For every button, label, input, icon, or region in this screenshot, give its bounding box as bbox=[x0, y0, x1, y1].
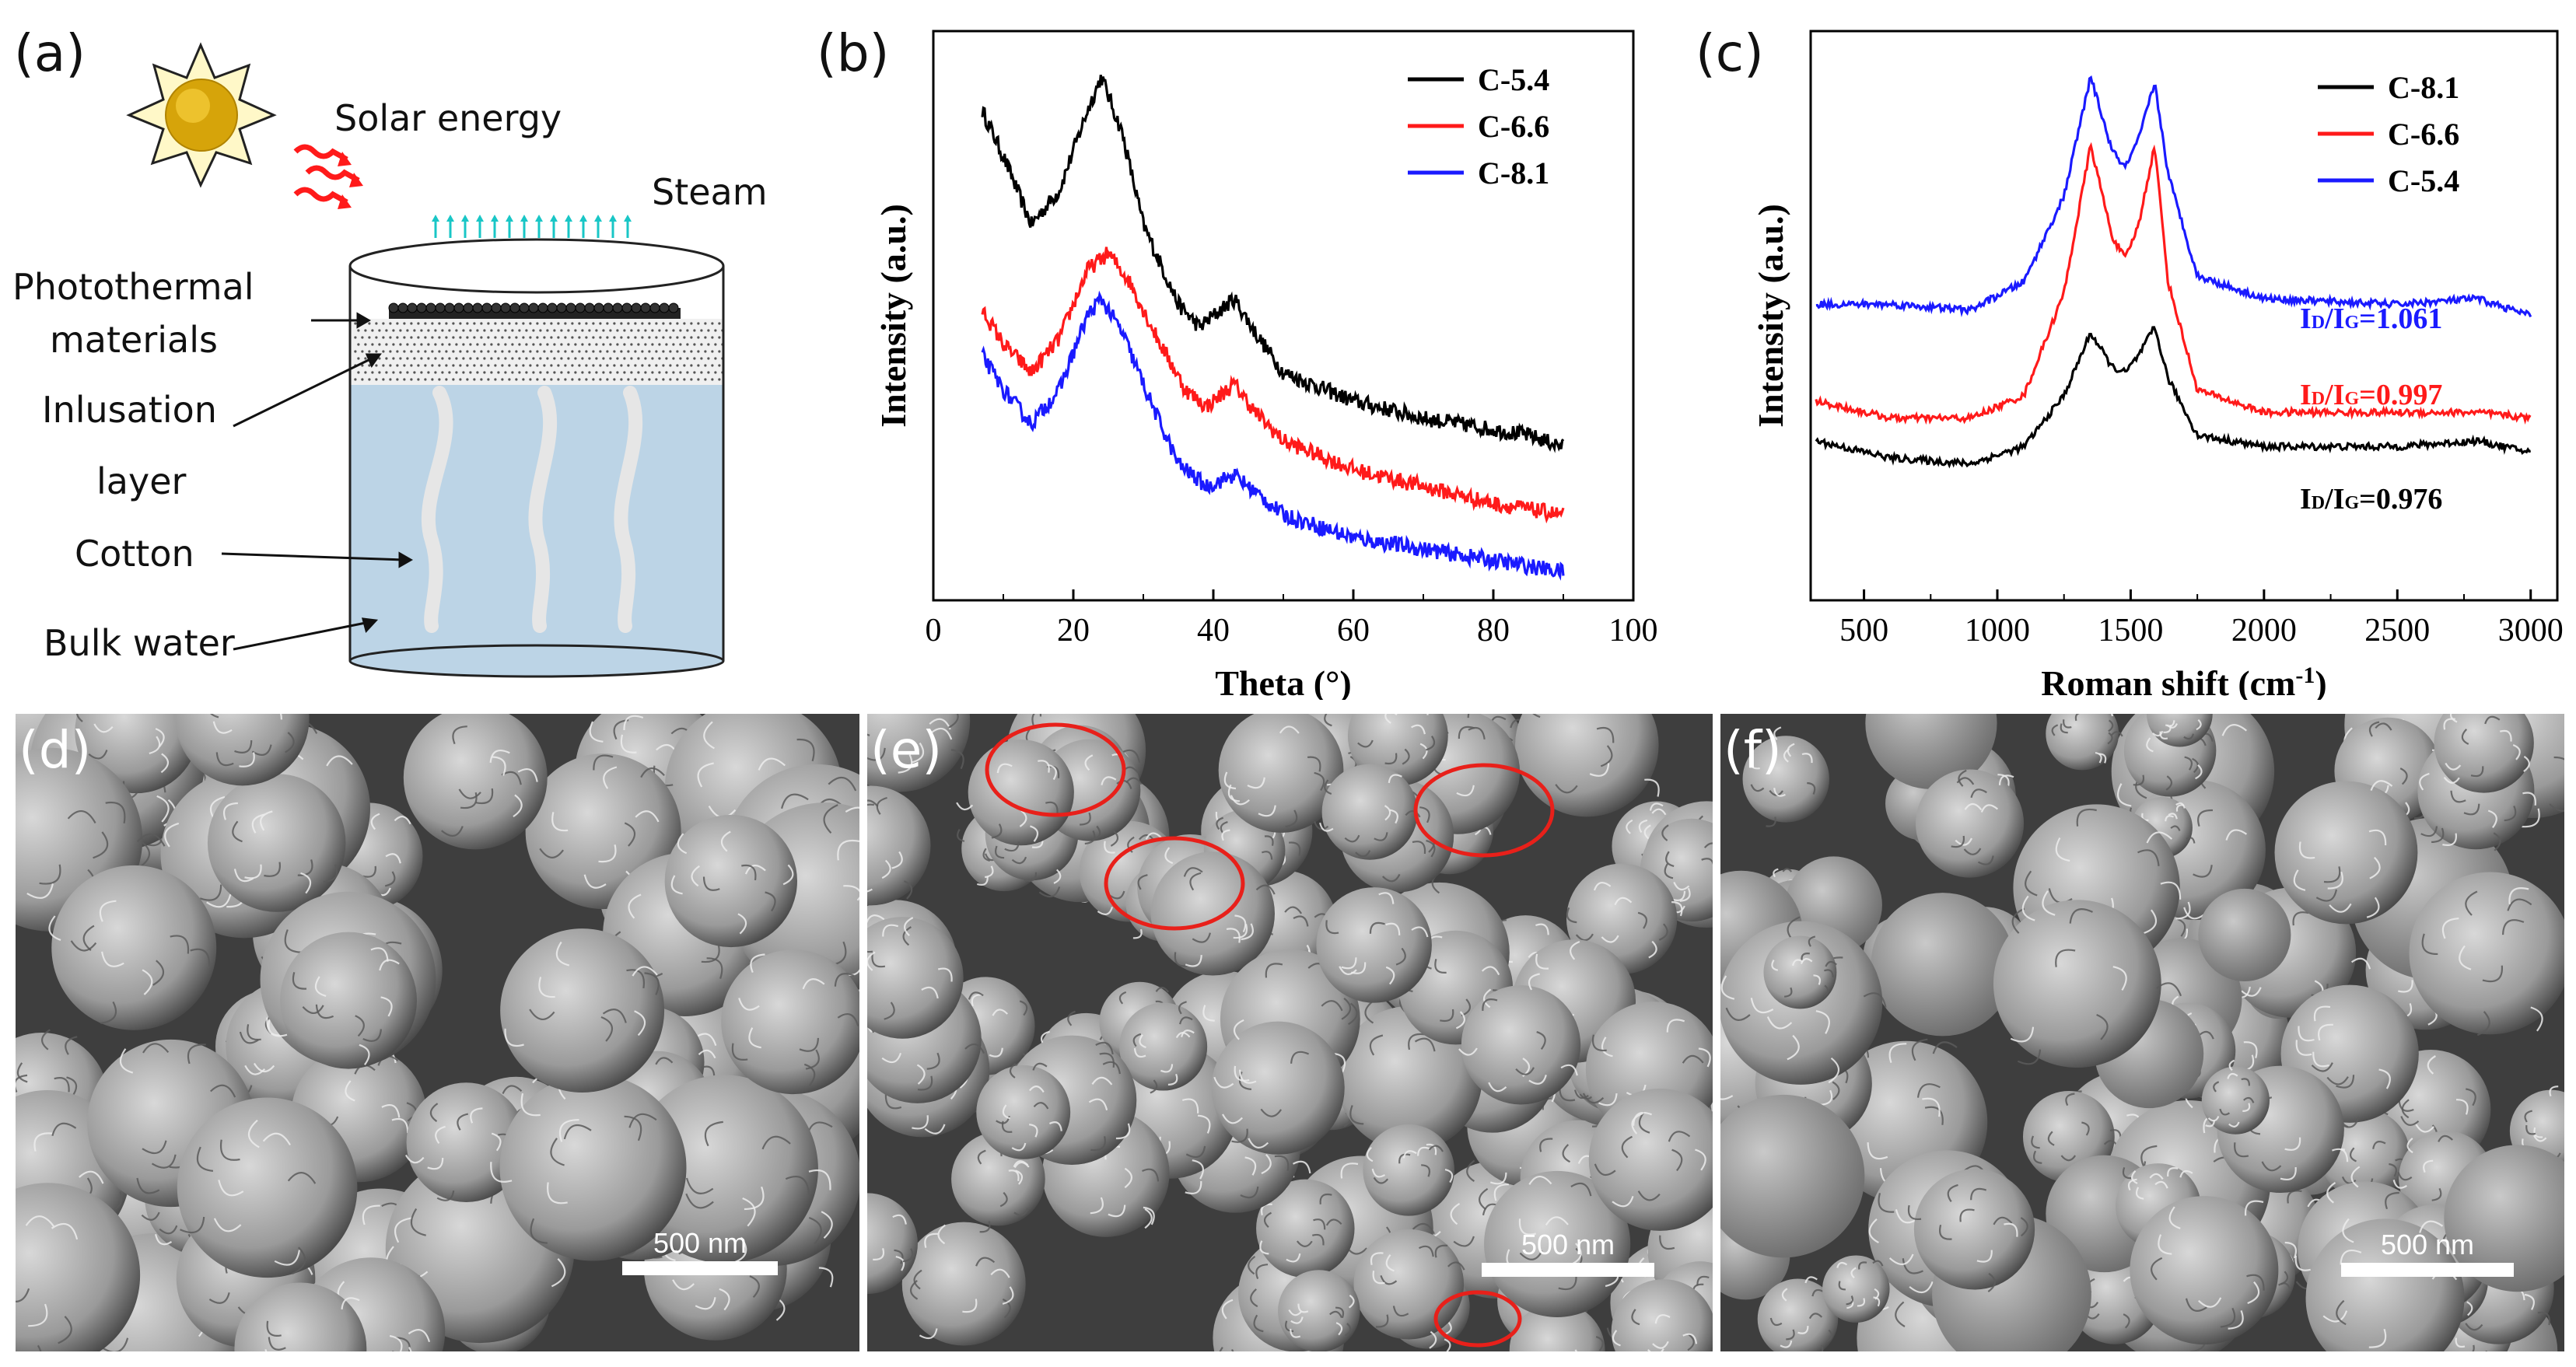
legend-label: C-5.4 bbox=[2388, 163, 2459, 198]
x-tick-label: 3000 bbox=[2498, 613, 2564, 649]
legend-label: C-5.4 bbox=[1478, 62, 1549, 97]
x-axis-label: Theta (°) bbox=[1215, 663, 1352, 700]
ratio-sub-g: G bbox=[2345, 493, 2360, 513]
legend-label: C-6.6 bbox=[2388, 117, 2459, 152]
panel-label-f: (f) bbox=[1724, 720, 1782, 780]
panel-label-c: (c) bbox=[1696, 23, 1764, 83]
id-ig-ratio-label: ID/IG=1.061 bbox=[2300, 302, 2442, 335]
highlight-ellipse bbox=[1104, 836, 1245, 931]
legend-label: C-8.1 bbox=[1478, 156, 1549, 191]
highlight-ellipse bbox=[985, 722, 1126, 817]
y-axis-label: Intensity (a.u.) bbox=[1751, 204, 1790, 428]
panel-label-b: (b) bbox=[817, 23, 890, 83]
sem-particles bbox=[867, 714, 1713, 1351]
scale-bar-e: 500 nm bbox=[1482, 1229, 1654, 1277]
highlight-ellipse bbox=[1433, 1290, 1522, 1348]
solar-ray-arrows-icon bbox=[293, 144, 363, 209]
x-tick-label: 40 bbox=[1197, 613, 1230, 649]
sem-particles bbox=[1720, 714, 2564, 1351]
raman-chart: 500 1000 1500 2000 2500 3000 Roman shift (cm-1… bbox=[1751, 30, 2564, 701]
x-tick-label: 80 bbox=[1477, 613, 1510, 649]
scale-bar-f: 500 nm bbox=[2341, 1229, 2514, 1277]
x-tick-label: 20 bbox=[1057, 613, 1090, 649]
bulk-water-label: Bulk water bbox=[44, 622, 235, 664]
series-line-c-5.4 bbox=[981, 75, 1565, 453]
sem-image-f: (f) 500 nm bbox=[1720, 714, 2564, 1351]
ratio-sub-g: G bbox=[2345, 389, 2360, 409]
x-tick-label: 500 bbox=[1839, 613, 1888, 649]
x-tick-label: 100 bbox=[1609, 613, 1658, 649]
sem-image-d: (d) 500 nm bbox=[16, 714, 859, 1351]
x-axis-label-end: ) bbox=[2315, 663, 2326, 700]
x-axis-label: Roman shift (cm-1) bbox=[2041, 663, 2326, 701]
id-ig-ratio-label: ID/IG=0.997 bbox=[2300, 379, 2442, 411]
y-axis-label: Intensity (a.u.) bbox=[873, 204, 913, 428]
x-tick-label: 60 bbox=[1337, 613, 1370, 649]
photothermal-layer bbox=[388, 302, 681, 319]
ratio-sub-g: G bbox=[2345, 313, 2360, 333]
series-line-c-6.6 bbox=[981, 246, 1565, 524]
evaporator-diagram bbox=[126, 42, 725, 678]
x-tick-label: 2500 bbox=[2364, 613, 2430, 649]
solar-energy-label: Solar energy bbox=[334, 97, 562, 139]
panel-label-e: (e) bbox=[870, 720, 943, 780]
highlight-ellipse bbox=[1413, 763, 1555, 858]
ratio-sub-d: D bbox=[2312, 493, 2325, 513]
insulation-label-2: layer bbox=[96, 460, 187, 502]
scale-bar-label: 500 nm bbox=[1521, 1229, 1615, 1260]
legend-label: C-6.6 bbox=[1478, 109, 1549, 144]
cotton-wicks bbox=[421, 386, 643, 633]
scale-bar-label: 500 nm bbox=[2380, 1229, 2475, 1260]
steam-label: Steam bbox=[652, 171, 768, 213]
sem-particles bbox=[16, 714, 859, 1351]
series-line-c-8.1 bbox=[1815, 326, 2531, 469]
xrd-chart: 0 20 40 60 80 100 Theta (°) Intensity (a.u.) C-5… bbox=[873, 30, 1658, 700]
insulation-label-1: Inlusation bbox=[42, 389, 217, 431]
pointer-arrows bbox=[221, 312, 414, 651]
id-ig-ratio-label: ID/IG=0.976 bbox=[2300, 483, 2442, 516]
ratio-sub-d: D bbox=[2312, 389, 2325, 409]
x-tick-label: 1000 bbox=[1965, 613, 2030, 649]
legend-label: C-8.1 bbox=[2388, 70, 2459, 105]
sem-image-e: (e) 500 nm bbox=[867, 714, 1713, 1351]
cotton-label: Cotton bbox=[75, 533, 194, 575]
ratio-sub-d: D bbox=[2312, 313, 2325, 333]
panel-label-a: (a) bbox=[14, 23, 86, 83]
x-tick-label: 1500 bbox=[2098, 613, 2163, 649]
plot-frame bbox=[1809, 30, 2559, 602]
scale-bar-d: 500 nm bbox=[622, 1227, 778, 1275]
series-line-c-8.1 bbox=[981, 290, 1565, 581]
panel-label-d: (d) bbox=[19, 720, 92, 780]
series-line-c-5.4 bbox=[1815, 75, 2532, 318]
x-tick-label: 2000 bbox=[2231, 613, 2297, 649]
photothermal-label-2: materials bbox=[50, 319, 218, 361]
x-axis-label-sup: -1 bbox=[2295, 663, 2315, 688]
series-line-c-6.6 bbox=[1815, 142, 2532, 425]
photothermal-label-1: Photothermal bbox=[12, 266, 254, 308]
scale-bar-label: 500 nm bbox=[653, 1227, 747, 1259]
x-tick-label: 0 bbox=[926, 613, 942, 649]
